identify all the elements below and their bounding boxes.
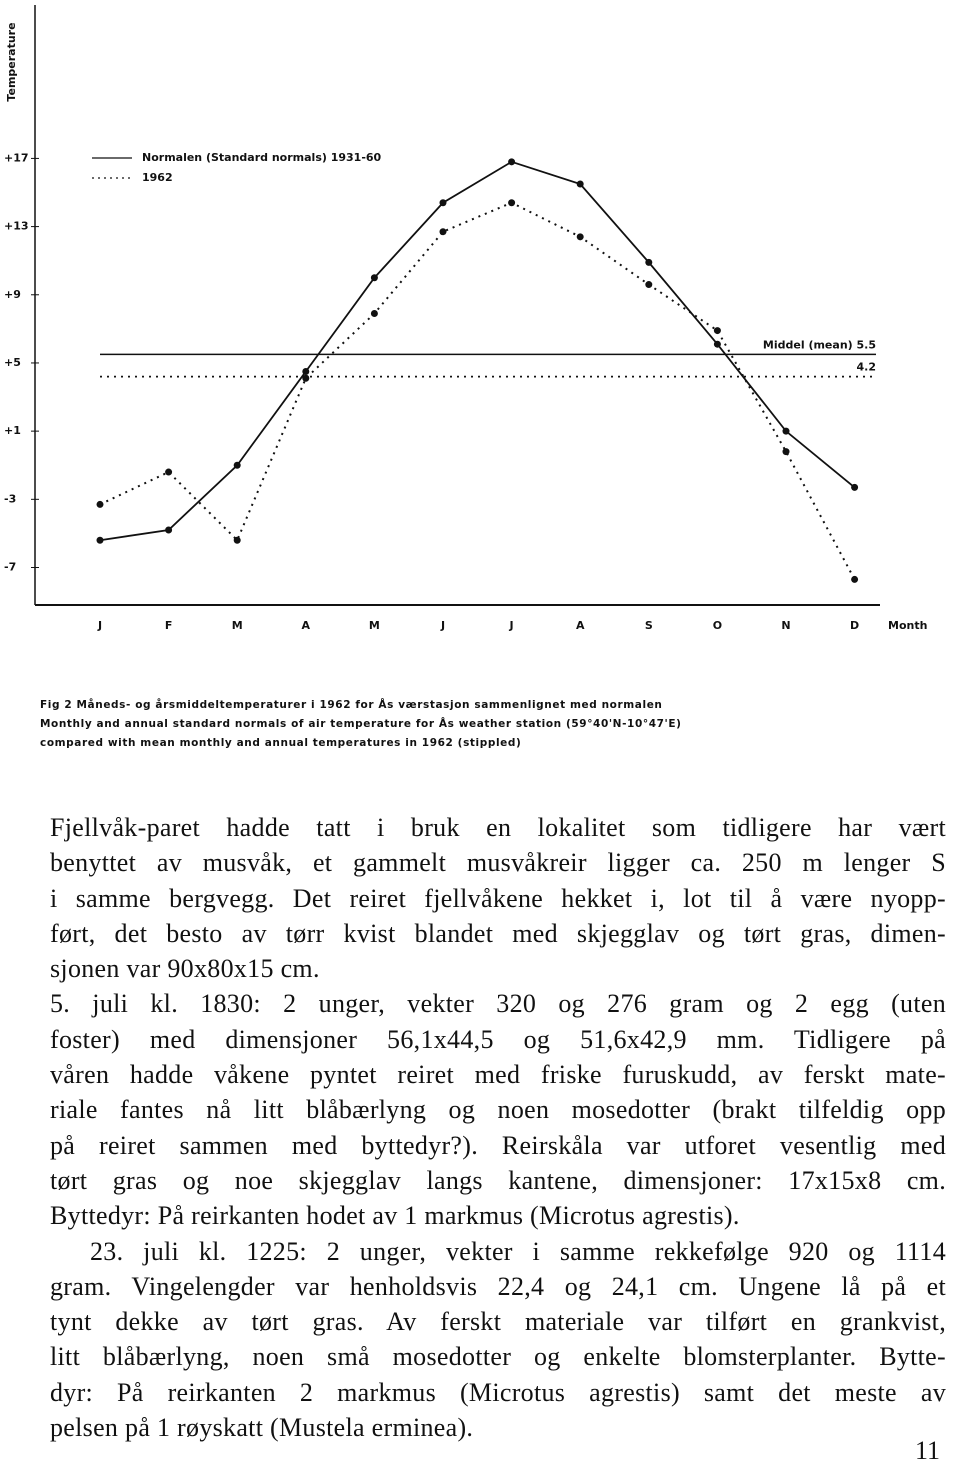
data-point <box>782 427 790 435</box>
text-line: riale fantes nå litt blåbærlyng og noen … <box>50 1095 946 1125</box>
text-line: Fjellvåk-paret hadde tatt i bruk en loka… <box>50 813 946 842</box>
page-number: 11 <box>914 1436 940 1465</box>
text-line: litt blåbærlyng, noen små mosedotter og … <box>50 1342 946 1372</box>
data-point <box>713 340 721 348</box>
data-point <box>576 180 584 188</box>
text-line: våren hadde våkene pyntet reiret med fri… <box>50 1060 946 1090</box>
data-point <box>302 367 310 375</box>
data-point <box>851 483 859 491</box>
caption-line: Fig 2 Måneds- og årsmiddeltemperaturer i… <box>40 699 663 711</box>
data-point <box>370 274 378 282</box>
data-point <box>165 468 173 476</box>
figure-caption: Fig 2 Måneds- og årsmiddeltemperaturer i… <box>40 696 920 753</box>
text-line: Byttedyr: På reirkanten hodet av 1 markm… <box>50 1201 740 1231</box>
y-tick-label: +17 <box>4 151 29 164</box>
x-tick-label: A <box>302 619 311 632</box>
x-tick-label: J <box>440 619 445 632</box>
data-point <box>508 158 516 166</box>
y-axis-title: Temperature <box>5 22 18 101</box>
data-point <box>302 374 310 382</box>
chart: Temperature Month +17 +13 +9 +5 +1 -3 -7 J F M A M J… <box>4 5 927 632</box>
series-line <box>99 160 856 542</box>
y-tick-label: -3 <box>4 492 16 505</box>
data-point <box>165 526 173 534</box>
y-tick-label: +9 <box>4 288 21 301</box>
text-line: 23. juli kl. 1225: 2 unger, vekter i sam… <box>90 1236 946 1266</box>
data-point <box>96 500 104 508</box>
text-line: i samme bergvegg. Det reiret fjellvåkene… <box>50 883 946 913</box>
series-line <box>99 201 856 580</box>
text-line: benyttet av musvåk, et gammelt musvåkrei… <box>50 848 946 878</box>
caption-line: Monthly and annual standard normals of a… <box>40 718 682 730</box>
data-point <box>233 461 241 469</box>
text-line: på reiret sammen med byttedyr?). Reirskå… <box>50 1130 946 1160</box>
data-point <box>233 536 241 544</box>
x-tick-label: M <box>369 619 380 632</box>
text-line: 5. juli kl. 1830: 2 unger, vekter 320 og… <box>50 989 946 1019</box>
y-tick-label: -7 <box>4 561 16 574</box>
y-tick-label: +5 <box>4 356 21 369</box>
caption-line: compared with mean monthly and annual te… <box>40 737 522 749</box>
data-point <box>439 228 447 236</box>
text-line: tynt dekke av tørt gras. Av ferskt mater… <box>50 1307 946 1337</box>
data-point <box>782 448 790 456</box>
x-axis-title: Month <box>888 619 927 632</box>
data-point <box>645 281 653 289</box>
x-tick-label: S <box>645 619 653 632</box>
y-tick-label: +13 <box>4 220 29 233</box>
body-text: Fjellvåk-paret hadde tatt i bruk en loka… <box>50 810 946 1445</box>
text-line: foster) med dimensjoner 56,1x44,5 og 51,… <box>50 1024 946 1054</box>
data-point <box>96 536 104 544</box>
mean-label: 4.2 <box>857 361 877 374</box>
legend-label: Normalen (Standard normals) 1931-60 <box>142 151 382 164</box>
text-line: ført, det besto av tørr kvist blandet me… <box>50 918 946 948</box>
y-tick-label: +1 <box>4 424 21 437</box>
x-tick-label: D <box>850 619 859 632</box>
legend-label: 1962 <box>142 171 173 184</box>
text-line: gram. Vingelengder var henholdsvis 22,4 … <box>50 1271 946 1301</box>
text-line: pelsen på 1 røyskatt (Mustela erminea). <box>50 1413 474 1443</box>
mean-label: Middel (mean) 5.5 <box>763 338 876 351</box>
data-point <box>576 233 584 241</box>
data-point <box>508 199 516 207</box>
x-tick-label: F <box>165 619 173 632</box>
data-point <box>851 575 859 583</box>
text-line: dyr: På reirkanten 2 markmus (Microtus a… <box>50 1377 946 1407</box>
data-point <box>439 199 447 207</box>
data-point <box>645 258 653 266</box>
x-tick-label: N <box>781 619 790 632</box>
x-tick-label: O <box>713 619 722 632</box>
x-tick-label: A <box>576 619 585 632</box>
data-point <box>370 310 378 318</box>
x-tick-label: J <box>509 619 514 632</box>
x-tick-label: J <box>97 619 102 632</box>
text-line: tørt gras og noe skjegglav langs kantene… <box>50 1165 946 1195</box>
text-line: sjonen var 90x80x15 cm. <box>50 954 320 984</box>
data-point <box>713 327 721 335</box>
x-tick-label: M <box>232 619 243 632</box>
